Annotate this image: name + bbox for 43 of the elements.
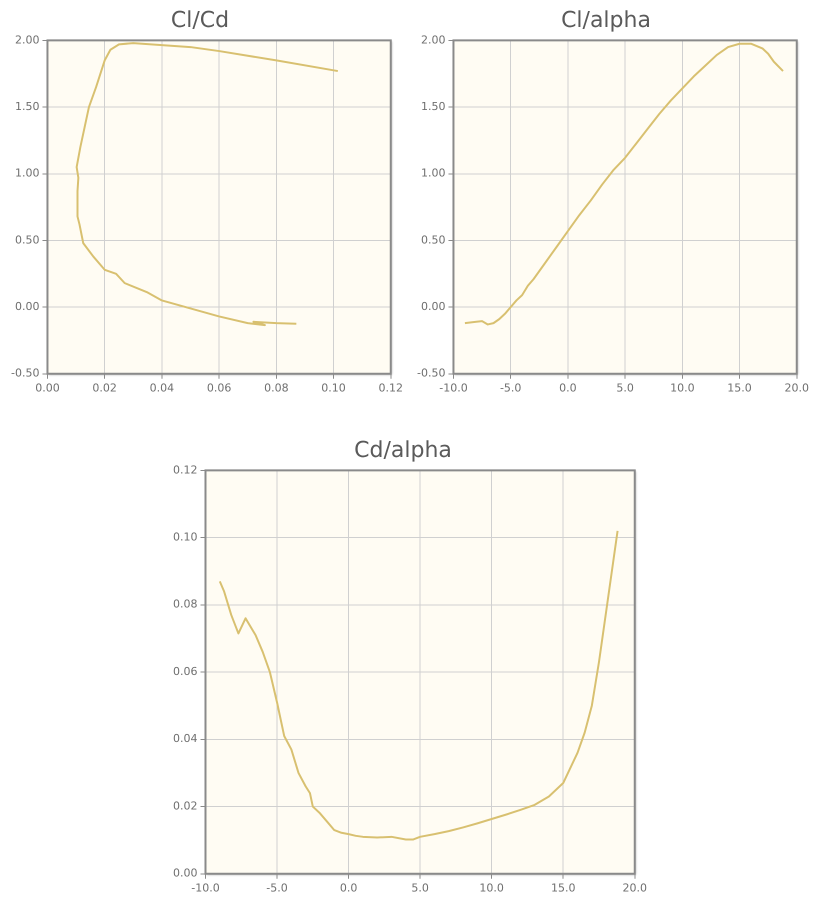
x-tick-label: -10.0 (439, 381, 468, 394)
y-tick-label: 2.00 (14, 33, 40, 46)
y-tick-label: 0.00 (172, 866, 198, 880)
x-tick-label: -10.0 (191, 881, 220, 894)
y-tick-label: 0.10 (172, 530, 198, 544)
y-tick-label: -0.50 (10, 366, 40, 380)
x-tick-label: 20.0 (622, 881, 648, 894)
x-tick-label: 10.0 (479, 881, 504, 894)
y-tick-label: 0.04 (172, 732, 198, 746)
y-tick-label: 0.00 (14, 300, 40, 313)
x-tick-label: 15.0 (727, 381, 752, 394)
x-tick-label: 5.0 (616, 381, 634, 394)
y-tick-label: 1.50 (14, 100, 40, 113)
y-tick-label: 0.12 (172, 463, 198, 476)
y-tick-label: 1.00 (14, 166, 40, 180)
y-tick-label: 2.00 (420, 33, 446, 46)
x-tick-label: 20.0 (784, 381, 810, 394)
y-tick-label: 0.02 (172, 799, 198, 812)
x-tick-label: 0.06 (206, 381, 232, 394)
chart-title: Cl/Cd (170, 8, 230, 33)
x-tick-label: 0.0 (559, 381, 577, 394)
y-tick-label: 0.06 (172, 664, 198, 678)
y-tick-label: 0.50 (420, 233, 446, 246)
y-tick-label: 0.08 (172, 598, 198, 611)
x-tick-label: 0.08 (264, 381, 289, 394)
chart-title: Cl/alpha (561, 8, 651, 33)
x-tick-label: 0.04 (150, 381, 174, 394)
x-tick-label: -5.0 (500, 381, 522, 394)
x-tick-label: 0.02 (92, 381, 117, 394)
x-tick-label: 0.0 (340, 881, 358, 894)
x-tick-label: 0.00 (35, 381, 60, 394)
x-tick-label: 15.0 (550, 881, 576, 894)
y-tick-label: 1.50 (420, 100, 446, 113)
chart-title: Cd/alpha (354, 438, 452, 463)
x-tick-label: 0.12 (378, 381, 404, 394)
x-tick-label: -5.0 (266, 881, 288, 894)
y-tick-label: 0.00 (420, 300, 446, 313)
x-tick-label: 0.10 (321, 381, 346, 394)
x-tick-label: 10.0 (670, 381, 695, 394)
y-tick-label: 0.50 (14, 233, 40, 246)
x-tick-label: 5.0 (411, 881, 429, 894)
y-tick-label: 1.00 (420, 166, 446, 180)
y-tick-label: -0.50 (416, 366, 446, 380)
